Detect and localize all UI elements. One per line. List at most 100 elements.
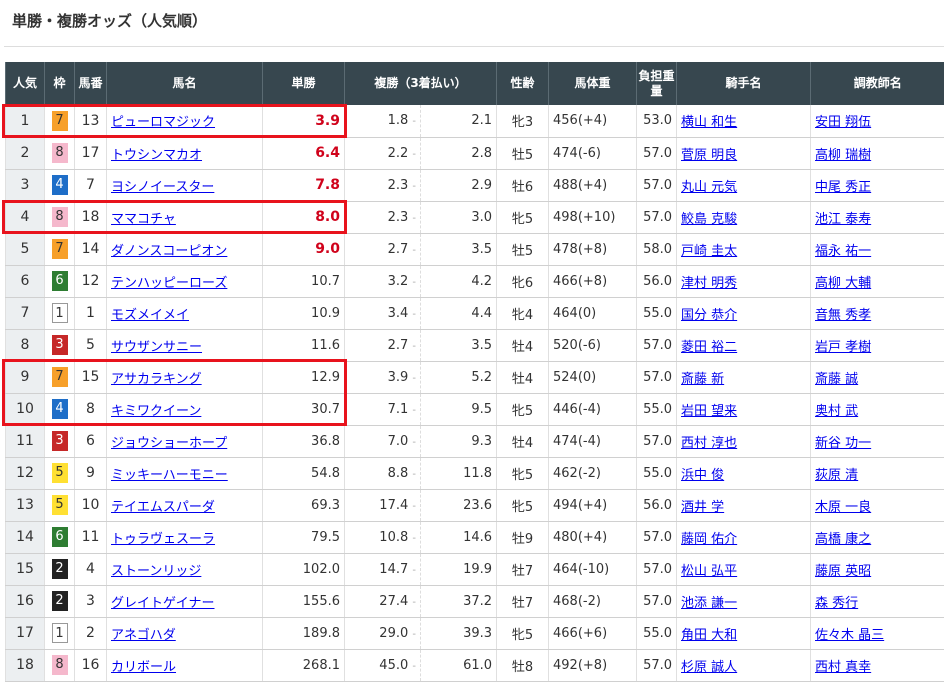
jockey-link[interactable]: 角田 大和 [681,627,738,643]
horse-name-link[interactable]: モズメイメイ [111,307,190,323]
jockey-link[interactable]: 横山 和生 [681,115,738,131]
horse-name-link[interactable]: カリボール [111,659,177,675]
sex-age: 牡8 [496,649,549,682]
place-odds-min: 2.3 [387,177,409,193]
horse-name-link[interactable]: ママコチャ [111,211,176,227]
horse-name-link[interactable]: トゥラヴェスーラ [111,531,216,547]
popularity: 7 [5,297,45,330]
trainer-link[interactable]: 斎藤 誠 [815,371,859,387]
trainer-link[interactable]: 安田 翔伍 [815,115,872,131]
sex-age: 牝5 [496,489,549,522]
burden-weight: 58.0 [636,233,677,266]
horse-name-link[interactable]: ジョウショーホープ [111,435,228,451]
trainer-link[interactable]: 池江 泰寿 [815,211,872,227]
place-odds-min: 7.1 [387,401,409,417]
range-separator: - [412,532,416,544]
header-row: 人気 枠 馬番 馬名 単勝 複勝（3着払い） 性齢 馬体重 負担重量 騎手名 調… [5,62,944,105]
sex-age: 牝5 [496,457,549,490]
burden-weight: 56.0 [636,489,677,522]
trainer-link[interactable]: 福永 祐一 [815,243,872,259]
range-separator: - [412,628,416,640]
jockey-link[interactable]: 松山 弘平 [681,563,738,579]
horse-name-link[interactable]: トウシンマカオ [111,147,203,163]
jockey-link[interactable]: 藤岡 佑介 [681,531,738,547]
burden-weight: 57.0 [636,553,677,586]
jockey-link[interactable]: 池添 謙一 [681,595,738,611]
range-separator: - [412,276,416,288]
jockey-link[interactable]: 菅原 明良 [681,147,738,163]
horse-name-link[interactable]: アネゴハダ [111,627,176,643]
horse-name-link[interactable]: キミワクイーン [111,403,202,419]
horse-name-link[interactable]: ヨシノイースター [111,179,215,195]
range-separator: - [412,564,416,576]
range-separator: - [412,180,416,192]
popularity: 1 [5,105,45,138]
horse-name-link[interactable]: グレイトゲイナー [111,595,215,611]
win-odds: 10.7 [311,273,340,289]
jockey-link[interactable]: 酒井 学 [681,499,725,515]
trainer-link[interactable]: 中尾 秀正 [815,179,872,195]
table-row: 5 7 14 ダノンスコーピオン 9.0 2.7 -3.5 牡5 478(+8) 58.0 戸崎 … [5,233,944,266]
jockey-link[interactable]: 国分 恭介 [681,307,738,323]
jockey-link[interactable]: 岩田 望来 [681,403,738,419]
place-odds-min: 3.4 [387,305,409,321]
horse-name-link[interactable]: ストーンリッジ [111,563,202,579]
horse-name-link[interactable]: アサカラキング [111,371,202,387]
trainer-link[interactable]: 奥村 武 [815,403,859,419]
trainer-link[interactable]: 藤原 英昭 [815,563,872,579]
frame-badge: 2 [51,591,68,611]
trainer-link[interactable]: 森 秀行 [815,595,859,611]
horse-name-link[interactable]: サウザンサニー [111,339,203,355]
jockey-link[interactable]: 鮫島 克駿 [681,211,738,227]
horse-name-link[interactable]: ダノンスコーピオン [111,243,228,259]
place-odds-min: 3.9 [387,369,409,385]
horse-number: 6 [74,425,107,458]
trainer-link[interactable]: 佐々木 晶三 [815,627,885,643]
jockey-link[interactable]: 菱田 裕二 [681,339,738,355]
jockey-link[interactable]: 西村 淳也 [681,435,738,451]
horse-name-link[interactable]: テンハッピーローズ [111,275,228,291]
trainer-link[interactable]: 音無 秀孝 [815,307,872,323]
trainer-link[interactable]: 木原 一良 [815,499,872,515]
jockey-link[interactable]: 浜中 俊 [681,467,725,483]
place-odds-min: 17.4 [379,497,409,513]
popularity: 5 [5,233,45,266]
frame-badge: 5 [51,495,68,515]
trainer-link[interactable]: 高橋 康之 [815,531,872,547]
trainer-link[interactable]: 西村 真幸 [815,659,872,675]
header-sex-age: 性齢 [496,62,549,105]
burden-weight: 57.0 [636,361,677,394]
horse-weight: 474(-6) [548,137,637,170]
burden-weight: 55.0 [636,617,677,650]
popularity: 9 [5,361,45,394]
jockey-link[interactable]: 丸山 元気 [681,179,738,195]
win-odds: 12.9 [311,369,340,385]
horse-name-link[interactable]: ピューロマジック [111,115,216,131]
header-jockey: 騎手名 [676,62,811,105]
jockey-link[interactable]: 杉原 誠人 [681,659,738,675]
jockey-link[interactable]: 戸崎 圭太 [681,243,738,259]
range-separator: - [412,404,416,416]
jockey-link[interactable]: 斎藤 新 [681,371,725,387]
table-row: 8 3 5 サウザンサニー 11.6 2.7 -3.5 牡4 520(-6) 57.0 菱田 裕二… [5,329,944,362]
horse-number: 1 [74,297,107,330]
trainer-link[interactable]: 新谷 功一 [815,435,872,451]
sex-age: 牡7 [496,553,549,586]
popularity: 6 [5,265,45,298]
horse-name-link[interactable]: テイエムスパーダ [111,499,215,515]
popularity: 14 [5,521,45,554]
place-odds-max: 37.2 [420,585,497,618]
frame-badge: 2 [51,559,68,579]
trainer-link[interactable]: 荻原 清 [815,467,859,483]
place-odds-min: 7.0 [387,433,409,449]
trainer-link[interactable]: 高柳 大輔 [815,275,872,291]
burden-weight: 56.0 [636,265,677,298]
win-odds: 10.9 [311,305,340,321]
popularity: 15 [5,553,45,586]
horse-name-link[interactable]: ミッキーハーモニー [111,467,228,483]
divider [4,46,944,47]
jockey-link[interactable]: 津村 明秀 [681,275,738,291]
trainer-link[interactable]: 岩戸 孝樹 [815,339,872,355]
trainer-link[interactable]: 高柳 瑞樹 [815,147,872,163]
range-separator: - [412,500,416,512]
